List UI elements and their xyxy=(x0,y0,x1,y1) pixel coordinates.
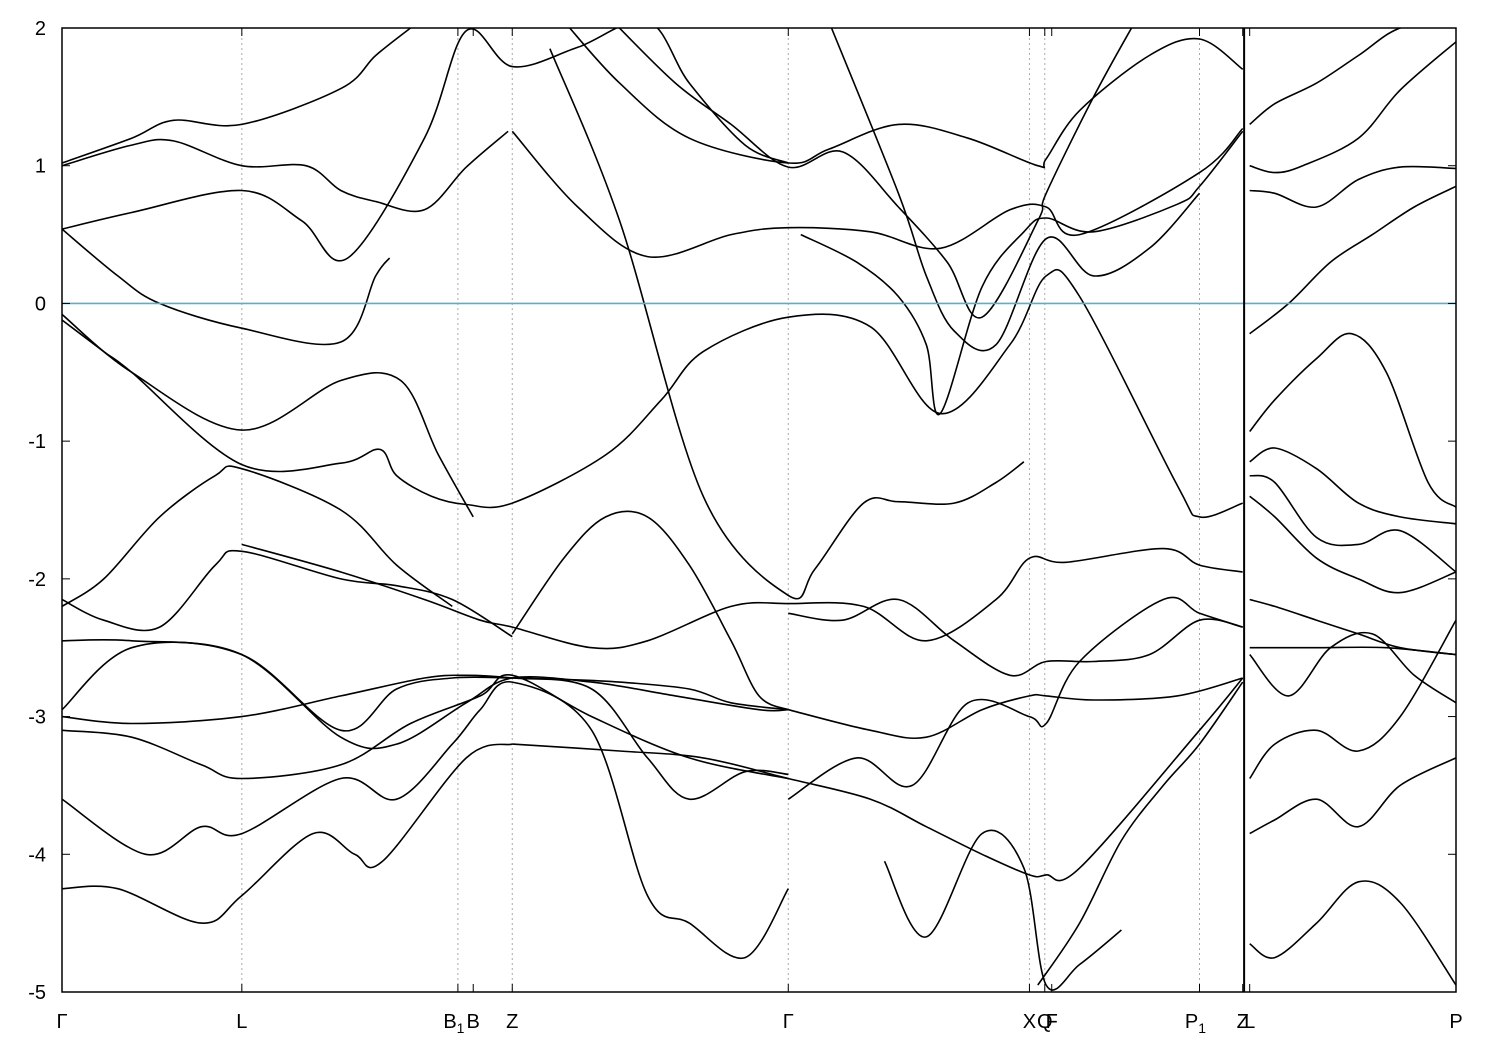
band-line xyxy=(512,677,1244,882)
x-tick-label: B xyxy=(467,1011,480,1033)
band-line xyxy=(62,674,789,780)
band-line xyxy=(1249,165,1456,208)
band-line xyxy=(1249,495,1456,594)
x-axis-ticks: Γ L B1 B Z Γ X QF P1 ZL P xyxy=(56,28,1463,1036)
band-lines xyxy=(62,28,1456,991)
x-tick-label: Z xyxy=(506,1011,518,1033)
band-line xyxy=(1249,474,1456,573)
band-line xyxy=(800,130,1244,416)
band-line xyxy=(62,465,453,608)
y-tick-label: -5 xyxy=(28,982,46,1004)
band-line xyxy=(62,268,1243,519)
band-line xyxy=(1249,646,1456,656)
x-tick-label: Q xyxy=(1037,1011,1053,1033)
x-tick-label: Γ xyxy=(783,1011,794,1033)
x-tick-label: Z xyxy=(1237,1011,1249,1033)
band-line xyxy=(1249,332,1456,508)
band-line xyxy=(1249,757,1456,835)
band-line xyxy=(62,681,789,960)
band-line xyxy=(1249,631,1456,704)
plot-border xyxy=(61,27,1457,993)
band-line xyxy=(788,598,1243,677)
y-tick-label: -4 xyxy=(28,844,46,866)
band-line xyxy=(618,28,1133,319)
band-line xyxy=(62,228,391,346)
band-line xyxy=(62,641,789,732)
band-line xyxy=(1249,28,1404,126)
y-tick-label: -1 xyxy=(28,431,46,453)
x-tick-label: X xyxy=(1023,1011,1036,1033)
plot-frame xyxy=(61,27,1457,993)
x-tick-label: P xyxy=(1449,1011,1462,1033)
band-line xyxy=(241,543,1243,650)
band-line xyxy=(549,48,1025,600)
band-line xyxy=(62,28,411,164)
band-line xyxy=(511,510,789,711)
band-line xyxy=(1249,598,1456,656)
x-tick-label: B1 xyxy=(443,1011,464,1036)
band-line xyxy=(62,130,509,213)
grid-lines xyxy=(241,28,1201,992)
band-line xyxy=(1249,185,1456,335)
band-line xyxy=(1249,447,1456,525)
y-tick-label: 2 xyxy=(35,18,46,40)
band-line xyxy=(788,677,1243,740)
x-tick-label: P1 xyxy=(1185,1011,1206,1036)
band-line xyxy=(883,829,1122,991)
band-line xyxy=(62,743,513,924)
band-line xyxy=(1249,619,1456,779)
x-tick-label: L xyxy=(236,1011,247,1033)
band-line xyxy=(1249,880,1456,986)
band-line xyxy=(511,127,1244,259)
y-tick-label: -2 xyxy=(28,569,46,591)
y-tick-label: 1 xyxy=(35,156,46,178)
band-line xyxy=(568,28,1244,169)
x-tick-label: Γ xyxy=(56,1011,67,1033)
y-tick-label: 0 xyxy=(35,293,46,315)
band-line xyxy=(787,596,1243,800)
band-line xyxy=(62,638,789,750)
band-line xyxy=(62,674,789,801)
band-line xyxy=(1249,41,1456,174)
y-axis-ticks: 2 1 0 -1 -2 -3 -4 -5 xyxy=(28,18,1456,1004)
x-tick-label: L xyxy=(1244,1011,1255,1033)
y-tick-label: -3 xyxy=(28,707,46,729)
band-line xyxy=(62,549,513,638)
band-line xyxy=(1037,681,1244,986)
x-tick-label: F xyxy=(1046,1011,1058,1033)
band-line xyxy=(830,28,1201,352)
band-line xyxy=(62,28,789,262)
